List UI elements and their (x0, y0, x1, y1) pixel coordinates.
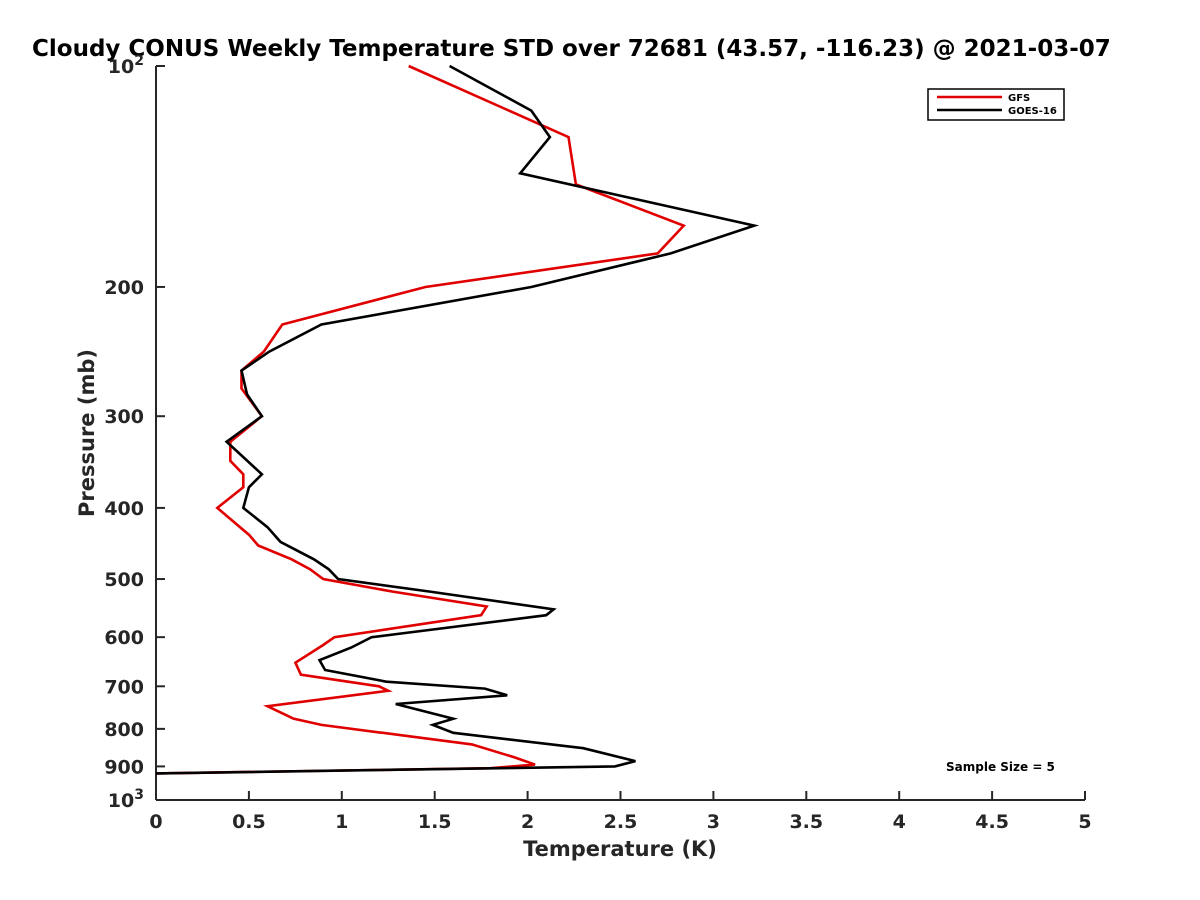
series-line-gfs (155, 64, 686, 775)
y-tick-label: 400 (104, 498, 144, 520)
y-tick-label: 300 (104, 406, 144, 428)
axes: 0 0.5 1 1.5 2 2.5 3 3.5 4 4.5 5 102 200 300 400 500 600 7… (104, 53, 1091, 833)
series-line-goes16 (155, 64, 760, 775)
y-tick-label: 600 (104, 627, 144, 649)
x-tick-label: 0.5 (232, 811, 266, 833)
y-tick-label: 500 (104, 569, 144, 591)
y-tick-label: 900 (104, 756, 144, 778)
x-tick-label: 4 (893, 811, 906, 833)
legend-box (927, 88, 1065, 121)
series-layer (155, 64, 760, 775)
y-tick-label: 200 (104, 277, 144, 299)
y-axis-label: Pressure (mb) (75, 349, 99, 517)
x-tick-label: 2 (521, 811, 534, 833)
x-tick-label: 3.5 (789, 811, 823, 833)
x-tick-label: 4.5 (975, 811, 1009, 833)
legend: GFS GOES-16 (927, 88, 1065, 121)
x-axis-label: Temperature (K) (523, 837, 717, 861)
y-tick-label: 800 (104, 719, 144, 741)
x-tick-label: 3 (707, 811, 720, 833)
legend-label-goes16: GOES-16 (1008, 106, 1057, 117)
y-tick-label: 103 (108, 787, 144, 812)
chart-title: Cloudy CONUS Weekly Temperature STD over… (32, 36, 1111, 62)
x-tick-label: 1 (335, 811, 348, 833)
sample-size-annotation: Sample Size = 5 (946, 760, 1055, 774)
y-tick-label: 102 (108, 53, 144, 78)
x-tick-label: 0 (149, 811, 162, 833)
y-tick-label: 700 (104, 676, 144, 698)
x-tick-label: 2.5 (604, 811, 638, 833)
x-tick-label: 5 (1078, 811, 1091, 833)
legend-label-gfs: GFS (1008, 93, 1030, 104)
x-tick-label: 1.5 (418, 811, 452, 833)
